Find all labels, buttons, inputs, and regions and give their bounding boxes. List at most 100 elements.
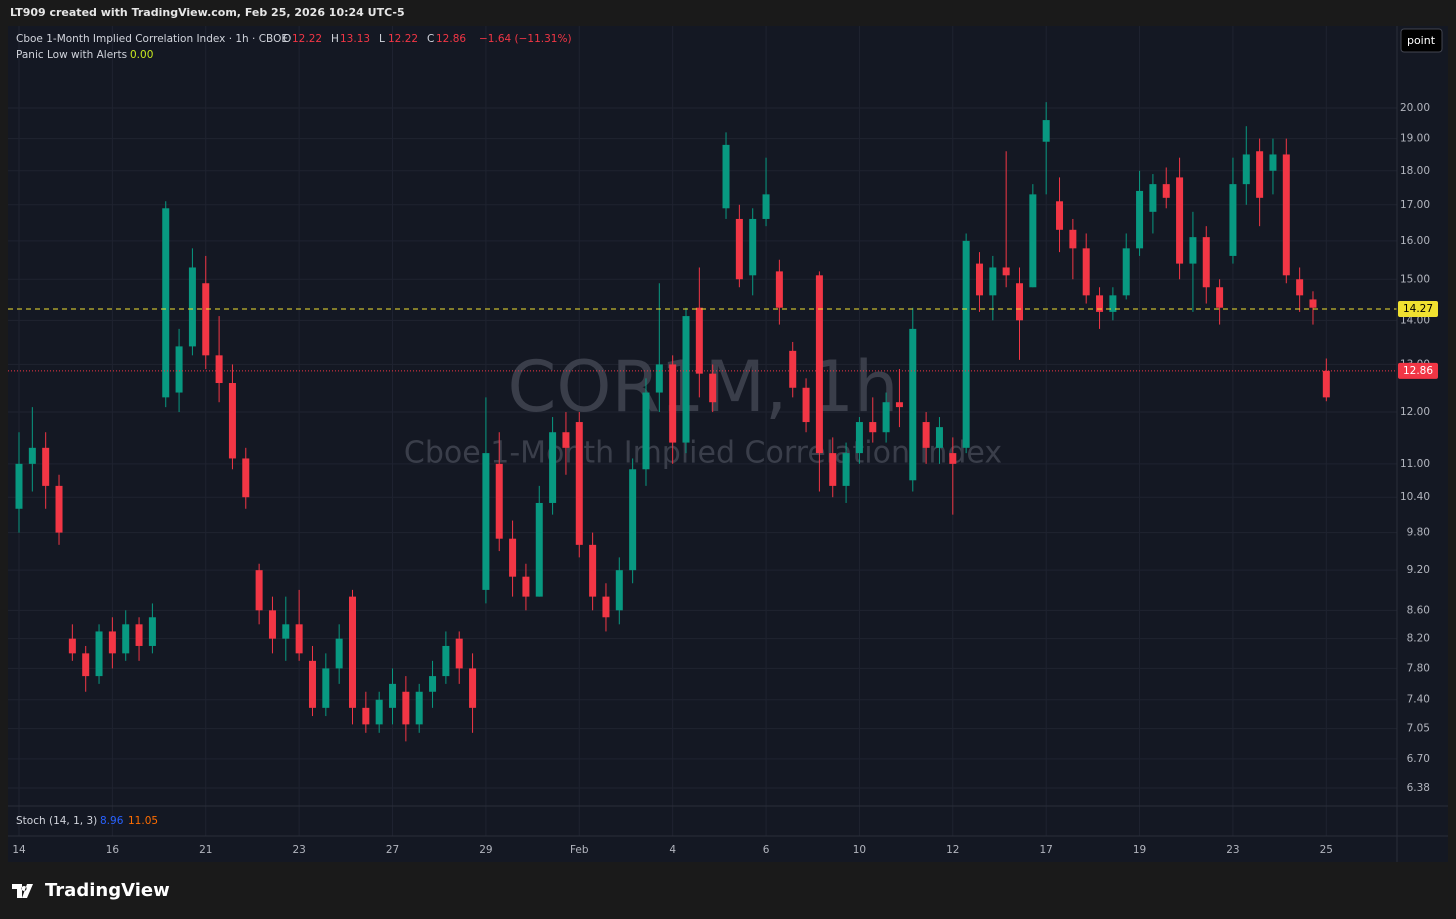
candle-body xyxy=(509,538,517,577)
y-tick-label: 9.80 xyxy=(1407,527,1430,539)
axes: 6.38 6.70 7.05 7.40 7.80 8.20 8.60 9.20 9.80 10.4… xyxy=(12,102,1438,856)
candle-body xyxy=(55,485,63,533)
candle-body xyxy=(495,463,503,539)
candle-body xyxy=(869,422,877,433)
y-tick-label: 6.70 xyxy=(1407,753,1430,765)
y-tick-label: 7.40 xyxy=(1407,694,1430,706)
candle-body xyxy=(989,267,997,296)
candle-body xyxy=(322,668,330,708)
candle-body xyxy=(1149,184,1157,212)
candle-body xyxy=(1056,201,1064,230)
candle-body xyxy=(1136,190,1144,249)
candle-body xyxy=(162,208,170,398)
legend-symbol: Cboe 1-Month Implied Correlation Index ·… xyxy=(16,33,288,45)
candle-body xyxy=(482,453,490,590)
x-tick-label: 12 xyxy=(946,844,959,856)
candle-body xyxy=(775,271,783,308)
candle-body xyxy=(1176,177,1184,264)
candle-body xyxy=(1042,120,1050,142)
candle-body xyxy=(1096,295,1104,312)
candle-body xyxy=(669,364,677,443)
candle-body xyxy=(762,194,770,219)
quote-key: H xyxy=(331,33,339,45)
y-tick-label: 11.00 xyxy=(1400,458,1430,470)
x-tick-label: 27 xyxy=(386,844,399,856)
candle-body xyxy=(1322,370,1330,398)
x-tick-label: 4 xyxy=(669,844,676,856)
candle-body xyxy=(535,502,543,597)
y-tick-label: 7.05 xyxy=(1407,723,1430,735)
y-tick-label: 18.00 xyxy=(1400,165,1430,177)
candle-body xyxy=(749,218,757,276)
y-tick-label: 20.00 xyxy=(1400,102,1430,114)
candle-body xyxy=(268,610,276,639)
y-tick-label: 9.20 xyxy=(1407,564,1430,576)
y-tick-label: 14.00 xyxy=(1400,314,1430,326)
candle-body xyxy=(82,653,90,677)
quote-key: L xyxy=(379,33,385,45)
candle-body xyxy=(42,447,50,486)
candle-body xyxy=(415,691,423,725)
candle-body xyxy=(1256,151,1264,198)
watermark-subtitle: Cboe 1-Month Implied Correlation Index xyxy=(404,436,1002,471)
quote-value: 13.13 xyxy=(340,33,370,45)
x-tick-label: 19 xyxy=(1133,844,1146,856)
candle-body xyxy=(1202,237,1210,288)
candle-body xyxy=(282,624,290,639)
candle-body xyxy=(522,576,530,597)
candle-body xyxy=(242,458,250,498)
credit: LT909 created with TradingView.com, Feb … xyxy=(10,6,405,19)
x-tick-label: 23 xyxy=(1226,844,1239,856)
candle-body xyxy=(1309,299,1317,308)
candle-body xyxy=(549,432,557,503)
candle-body xyxy=(602,596,610,618)
candle-body xyxy=(349,596,356,708)
candle-body xyxy=(122,624,130,654)
candle-body xyxy=(402,691,410,725)
x-tick-label: Feb xyxy=(570,844,589,856)
candle-body xyxy=(589,544,597,597)
candle-body xyxy=(1082,248,1090,296)
watermark-title: COR1M, 1h xyxy=(508,346,899,428)
candle-body xyxy=(922,422,930,448)
candles xyxy=(8,102,1397,742)
candle-body xyxy=(375,699,383,725)
quote-key: O xyxy=(283,33,291,45)
quote-value: 12.22 xyxy=(388,33,418,45)
candle-body xyxy=(962,240,970,448)
y-tick-label: 16.00 xyxy=(1400,235,1430,247)
candle-body xyxy=(735,218,743,280)
x-tick-label: 6 xyxy=(763,844,770,856)
candle-body xyxy=(188,267,196,347)
candle-body xyxy=(429,676,437,692)
candle-body xyxy=(228,383,236,459)
candle-body xyxy=(802,387,810,423)
candle-body xyxy=(722,144,730,209)
stoch-name: Stoch (14, 1, 3) xyxy=(16,815,97,827)
x-tick-label: 14 xyxy=(12,844,26,856)
quote-key: C xyxy=(427,33,434,45)
y-tick-label: 10.40 xyxy=(1400,491,1430,503)
quote-change: −1.64 (−11.31%) xyxy=(479,33,572,45)
candle-body xyxy=(709,373,717,403)
candle-body xyxy=(68,638,76,654)
candle-body xyxy=(1122,248,1130,296)
candle-body xyxy=(909,328,917,481)
candle-body xyxy=(175,346,183,393)
point-button-label[interactable]: point xyxy=(1407,34,1436,47)
candle-body xyxy=(882,402,890,433)
x-tick-label: 23 xyxy=(292,844,305,856)
candle-body xyxy=(202,283,210,356)
candle-body xyxy=(255,570,263,611)
candle-body xyxy=(108,631,116,654)
y-tick-label: 8.20 xyxy=(1407,633,1430,645)
candle-body xyxy=(389,683,397,708)
y-tick-label: 15.00 xyxy=(1400,273,1430,285)
tradingview-logo: TradingView xyxy=(12,880,170,901)
price-label-bg xyxy=(1398,362,1438,379)
candle-body xyxy=(295,624,303,654)
point-button[interactable] xyxy=(1400,28,1443,53)
stoch-k: 8.96 xyxy=(100,815,124,827)
candle-body xyxy=(1282,154,1290,276)
